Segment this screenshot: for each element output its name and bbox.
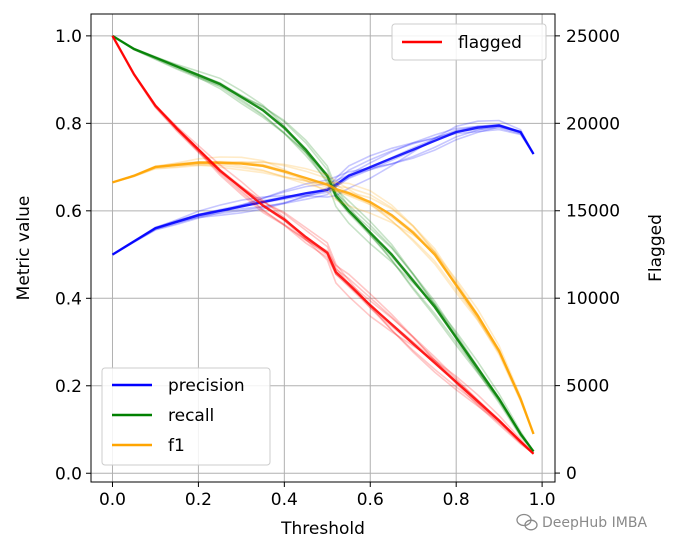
- legend-box: [391, 23, 547, 61]
- series-line-f1-trial: [112, 161, 535, 435]
- y-tick-label: 1.0: [55, 27, 82, 47]
- legend-upper-right: flagged: [391, 23, 547, 61]
- series-line-recall-trial: [112, 35, 535, 452]
- x-tick-label: 0.4: [271, 490, 298, 510]
- plot-frame: [90, 13, 556, 483]
- y2-axis-label: Flagged: [646, 214, 666, 282]
- y2-tick-label: 5000: [566, 377, 609, 397]
- y2-tick-label: 15000: [566, 202, 620, 222]
- y-tick-label: 0.0: [55, 464, 82, 484]
- series-line-precision-trial: [112, 119, 535, 256]
- y-tick-label: 0.4: [55, 289, 82, 309]
- legend-box: [101, 367, 271, 466]
- y2-tick-label: 0: [566, 464, 577, 484]
- y2-tick-label: 20000: [566, 114, 620, 134]
- watermark: DeepHub IMBA: [516, 513, 647, 531]
- series-line-recall-trial: [112, 35, 535, 452]
- wechat-icon: [516, 513, 538, 531]
- series-line-recall-trial: [112, 35, 535, 452]
- series-line-f1-trial: [112, 161, 535, 435]
- plot-lines: [111, 34, 535, 455]
- x-tick-label: 0.8: [443, 490, 470, 510]
- x-tick-label: 1.0: [529, 490, 556, 510]
- legend-lower-left: precision recall f1: [101, 367, 271, 466]
- series-line-f1-trial: [112, 156, 535, 435]
- x-tick-label: 0.6: [357, 490, 384, 510]
- y2-tick-label: 10000: [566, 289, 620, 309]
- series-line-precision-trial: [112, 126, 535, 256]
- series-line-f1: [112, 161, 535, 435]
- y-axis-label: Metric value: [14, 196, 34, 301]
- series-line-flagged: [111, 35, 535, 455]
- y-tick-label: 0.2: [55, 377, 82, 397]
- series-line-recall-trial: [112, 35, 535, 452]
- series-line-precision-trial: [112, 125, 535, 256]
- legend-label-recall: recall: [168, 406, 214, 426]
- x-tick-label: 0.0: [99, 490, 126, 510]
- legend-label-flagged: flagged: [458, 33, 522, 53]
- y-tick-label: 0.8: [55, 114, 82, 134]
- series-line-flagged-trial: [111, 35, 535, 455]
- axis-ticks: 0.0 0.2 0.4 0.6 0.8 1.0 0.0 0.2 0.4 0.6 0.8 1.0 0 500…: [55, 27, 620, 510]
- legend-label-f1: f1: [168, 436, 185, 456]
- grid: [91, 14, 555, 482]
- watermark-text: DeepHub IMBA: [542, 515, 647, 531]
- y-tick-label: 0.6: [55, 202, 82, 222]
- legend-label-precision: precision: [168, 376, 245, 396]
- series-line-flagged-trial: [111, 35, 535, 455]
- x-tick-label: 0.2: [185, 490, 212, 510]
- x-axis-label: Threshold: [280, 519, 365, 539]
- series-line-f1-trial: [112, 164, 535, 435]
- y2-tick-label: 25000: [566, 27, 620, 47]
